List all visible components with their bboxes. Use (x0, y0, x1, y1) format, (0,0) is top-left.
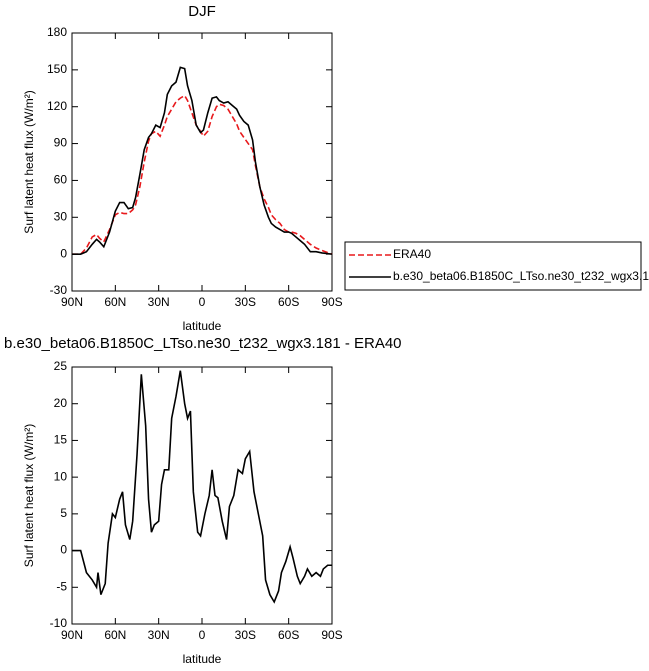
data-line (72, 94, 333, 255)
y-tick-label: 0 (60, 543, 67, 557)
y-tick-label: 120 (47, 99, 67, 113)
legend-label: ERA40 (393, 247, 431, 261)
y-tick-label: 10 (54, 469, 68, 483)
y-tick-label: 0 (60, 246, 67, 260)
y-tick-label: 20 (54, 396, 68, 410)
x-tick-label: 90N (61, 628, 83, 642)
legend-box (344, 241, 642, 291)
chart-title: b.e30_beta06.B1850C_LTso.ne30_t232_wgx3.… (4, 335, 402, 352)
y-tick-label: 90 (54, 136, 68, 150)
plot-frame (71, 366, 333, 625)
y-tick-label: 30 (54, 209, 68, 223)
y-tick-label: 25 (54, 359, 68, 373)
x-tick-label: 30S (235, 295, 256, 309)
x-tick-label: 60S (278, 295, 299, 309)
x-axis-label: latitude (183, 319, 222, 333)
chart-title: DJF (188, 3, 216, 20)
y-tick-label: -5 (56, 579, 67, 593)
y-tick-label: 60 (54, 173, 68, 187)
x-tick-label: 90N (61, 295, 83, 309)
y-axis-label: Surf latent heat flux (W/m²) (22, 424, 36, 567)
x-tick-label: 60N (104, 295, 126, 309)
y-axis-label: Surf latent heat flux (W/m²) (22, 90, 36, 233)
x-tick-label: 60S (278, 628, 299, 642)
data-line (72, 66, 333, 255)
y-tick-label: 180 (47, 25, 67, 39)
y-tick-label: 5 (60, 506, 67, 520)
data-line (72, 370, 332, 604)
x-tick-label: 30N (148, 628, 170, 642)
y-tick-label: -10 (50, 616, 68, 630)
x-tick-label: 0 (199, 628, 206, 642)
x-tick-label: 30S (235, 628, 256, 642)
y-tick-label: 150 (47, 62, 67, 76)
y-tick-label: -30 (50, 283, 68, 297)
x-tick-label: 30N (148, 295, 170, 309)
x-tick-label: 60N (104, 628, 126, 642)
x-tick-label: 90S (321, 628, 342, 642)
x-axis-label: latitude (183, 652, 222, 666)
legend-label: b.e30_beta06.B1850C_LTso.ne30_t232_wgx3.… (393, 269, 649, 283)
x-tick-label: 0 (199, 295, 206, 309)
y-tick-label: 15 (54, 433, 68, 447)
plot-frame (71, 32, 333, 292)
x-tick-label: 90S (321, 295, 342, 309)
